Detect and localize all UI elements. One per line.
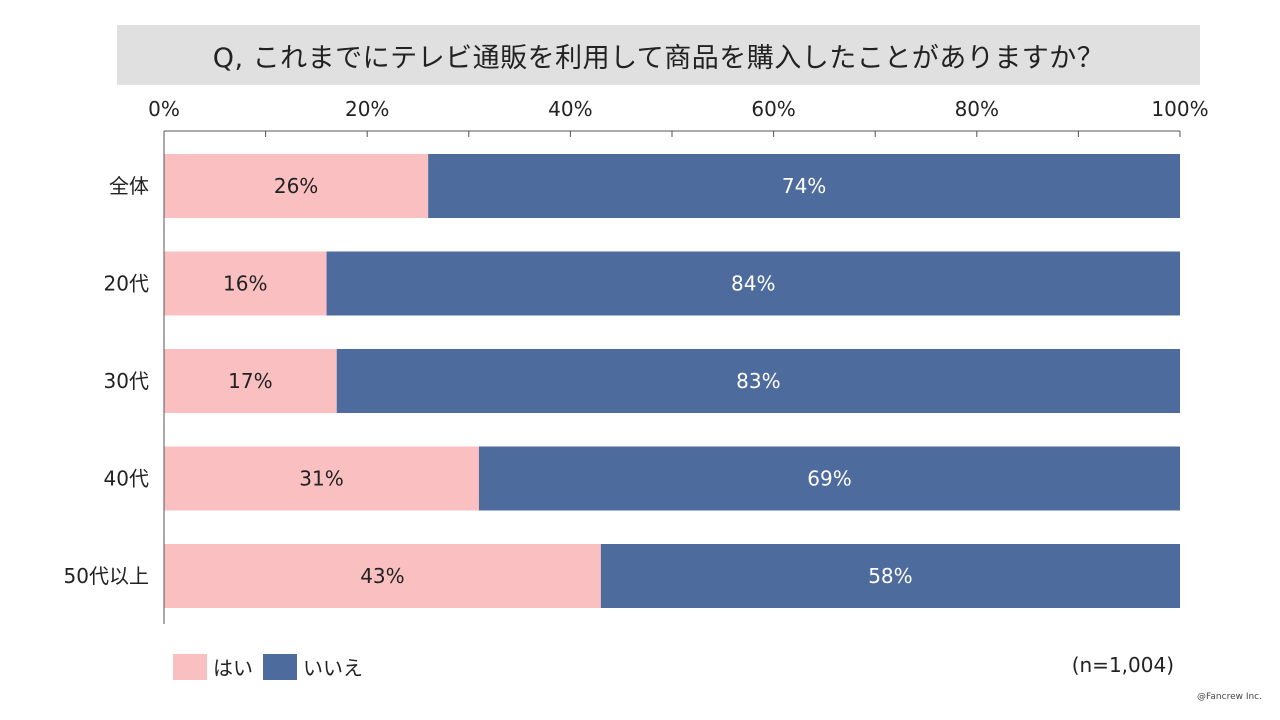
bar-yes-1 xyxy=(164,251,327,316)
title-banner: Q, これまでにテレビ通販を利用して商品を購入したことがありますか？ xyxy=(117,25,1200,85)
bar-label-no-2: 83% xyxy=(736,369,780,393)
legend-item-no: いいえ xyxy=(263,652,363,681)
bar-label-yes-3: 31% xyxy=(299,467,343,491)
bar-no-4 xyxy=(600,544,1180,608)
bar-label-no-1: 84% xyxy=(731,272,775,296)
bar-yes-3 xyxy=(164,446,479,511)
bar-no-2 xyxy=(336,349,1181,413)
bar-label-yes-1: 16% xyxy=(223,272,267,296)
x-tick-label-2: 40% xyxy=(548,97,592,121)
legend-label-no: いいえ xyxy=(303,656,363,680)
x-tick-label-1: 20% xyxy=(345,97,389,121)
legend-label-yes: はい xyxy=(213,656,253,680)
copyright-text: @Fancrew Inc. xyxy=(1197,692,1262,702)
bar-no-0 xyxy=(428,154,1180,218)
bar-label-yes-4: 43% xyxy=(360,564,404,588)
bar-no-3 xyxy=(478,446,1181,511)
bar-label-yes-2: 17% xyxy=(228,369,272,393)
legend-swatch-no xyxy=(263,653,297,680)
legend-swatch-yes xyxy=(173,653,207,680)
bar-label-no-0: 74% xyxy=(782,174,826,198)
bar-yes-2 xyxy=(164,349,337,413)
bar-label-no-4: 58% xyxy=(868,564,912,588)
bar-yes-0 xyxy=(164,154,429,218)
bar-yes-4 xyxy=(164,544,601,608)
category-label-1: 20代 xyxy=(104,272,149,296)
chart-title: Q, これまでにテレビ通販を利用して商品を購入したことがありますか？ xyxy=(212,42,1105,74)
category-label-3: 40代 xyxy=(104,467,149,491)
bar-no-1 xyxy=(326,251,1180,316)
category-label-2: 30代 xyxy=(104,369,149,393)
sample-size-note: (n=1,004) xyxy=(1071,653,1174,677)
category-label-0: 全体 xyxy=(109,174,149,198)
x-tick-label-5: 100% xyxy=(1151,97,1208,121)
x-tick-label-0: 0% xyxy=(148,97,180,121)
bar-label-no-3: 69% xyxy=(807,467,851,491)
bar-label-yes-0: 26% xyxy=(274,174,318,198)
x-tick-label-3: 60% xyxy=(751,97,795,121)
x-tick-label-4: 80% xyxy=(955,97,999,121)
legend-item-yes: はい xyxy=(173,652,253,681)
legend: はい いいえ xyxy=(173,652,373,681)
category-label-4: 50代以上 xyxy=(64,564,149,588)
